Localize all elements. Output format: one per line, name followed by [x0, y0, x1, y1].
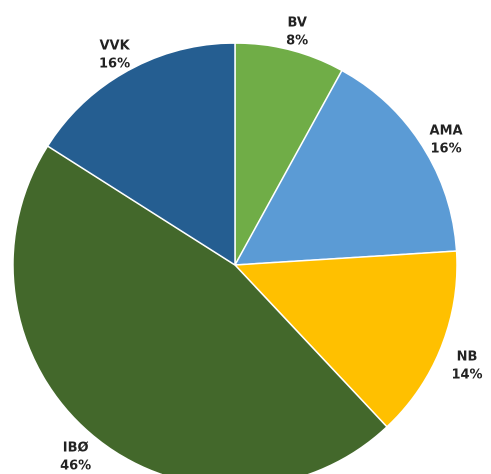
slice-label: AMA: [430, 124, 463, 139]
slice-label: IBØ: [63, 441, 89, 456]
slice-value-label: 46%: [60, 459, 91, 474]
slice-value-label: 16%: [431, 142, 462, 157]
pie-slice: [233, 250, 458, 428]
slice-value-label: 8%: [286, 33, 308, 48]
slice-label: NB: [457, 350, 478, 365]
slice-label: BV: [287, 15, 306, 30]
pie-slice: [46, 42, 236, 267]
slice-value-label: 14%: [451, 368, 482, 383]
slice-value-label: 16%: [99, 56, 130, 71]
pie-slice: [234, 42, 343, 266]
pie-slice: [233, 69, 458, 266]
slice-label: VVK: [99, 38, 130, 53]
